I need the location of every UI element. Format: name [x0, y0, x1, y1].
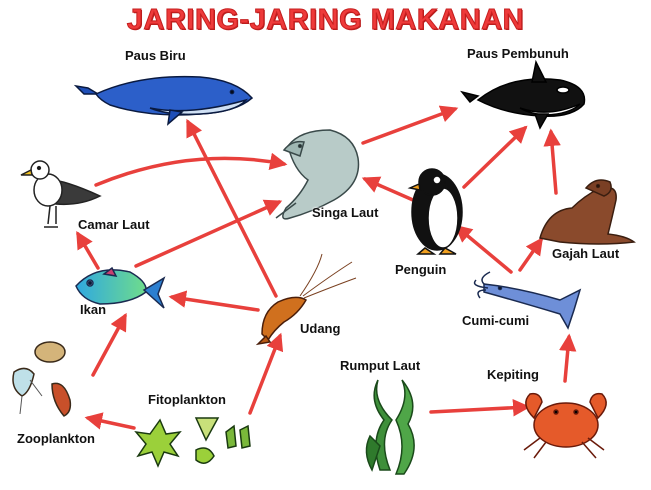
- label-rumput-laut: Rumput Laut: [340, 358, 421, 373]
- arrow-kepiting-to-cumi-cumi: [559, 333, 577, 383]
- arrow-camar-laut-to-singa-laut: [94, 152, 288, 187]
- seagull-illustration: [20, 160, 102, 228]
- label-penguin: Penguin: [395, 262, 447, 277]
- label-ikan: Ikan: [80, 302, 107, 317]
- arrow-rumput-laut-to-kepiting: [429, 398, 531, 417]
- arrow-ikan-to-camar-laut: [76, 230, 100, 270]
- shrimp-illustration: [255, 253, 357, 346]
- arrow-fitoplankton-to-zooplankton: [84, 412, 136, 430]
- elephant-seal-illustration: [539, 179, 636, 245]
- seaweed-illustration: [365, 379, 415, 475]
- penguin-illustration: [407, 168, 463, 255]
- arrow-singa-laut-to-paus-pembunuh: [361, 105, 459, 145]
- label-camar-laut: Camar Laut: [78, 217, 150, 232]
- label-kepiting: Kepiting: [487, 367, 539, 382]
- arrow-zooplankton-to-ikan: [91, 312, 127, 377]
- arrow-fitoplankton-to-udang: [248, 332, 284, 415]
- arrow-gajah-laut-to-paus-pembunuh: [543, 128, 561, 195]
- label-udang: Udang: [300, 321, 341, 336]
- squid-illustration: [473, 271, 582, 330]
- arrow-ikan-to-singa-laut: [134, 199, 283, 268]
- arrow-udang-to-paus-biru: [186, 118, 278, 298]
- crab-illustration: [523, 392, 607, 459]
- arrow-penguin-to-singa-laut: [361, 176, 415, 202]
- phytoplankton-illustration: [134, 417, 251, 468]
- arrow-cumi-cumi-to-penguin: [454, 224, 513, 274]
- sea-lion-illustration: [275, 129, 360, 220]
- orca-illustration: [460, 59, 586, 130]
- blue-whale-illustration: [73, 75, 254, 126]
- fish-illustration: [75, 266, 166, 309]
- arrow-udang-to-ikan: [168, 290, 260, 312]
- arrow-penguin-to-paus-pembunuh: [462, 125, 528, 189]
- label-paus-pembunuh: Paus Pembunuh: [467, 46, 569, 61]
- label-cumi-cumi: Cumi-cumi: [462, 313, 530, 328]
- arrow-cumi-cumi-to-gajah-laut: [518, 237, 544, 272]
- label-singa-laut: Singa Laut: [312, 205, 379, 220]
- label-zooplankton: Zooplankton: [17, 431, 95, 446]
- zooplankton-illustration: [12, 341, 72, 417]
- arrows: [76, 105, 577, 430]
- label-gajah-laut: Gajah Laut: [552, 246, 620, 261]
- label-fitoplankton: Fitoplankton: [148, 392, 226, 407]
- label-paus-biru: Paus Biru: [125, 48, 186, 63]
- page-title: JARING-JARING MAKANAN: [126, 4, 525, 37]
